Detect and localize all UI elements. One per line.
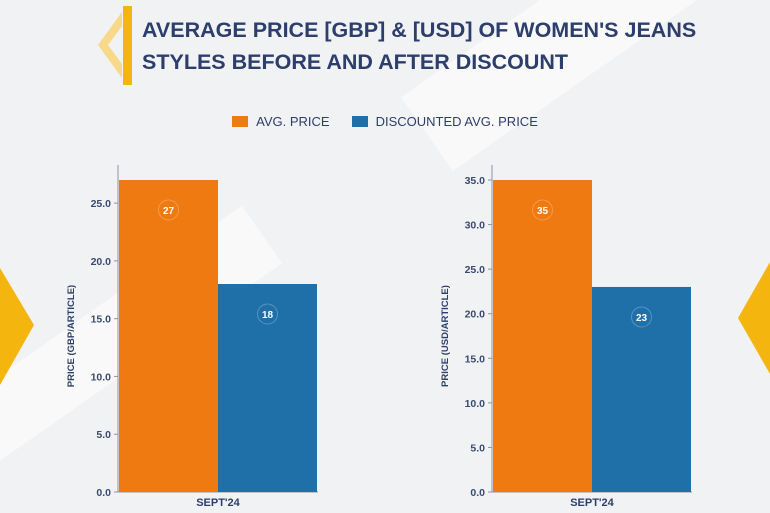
legend-item-avg-price: AVG. PRICE — [232, 114, 330, 129]
y-tick-label: 0.0 — [96, 487, 111, 499]
y-tick-label: 15.0 — [91, 314, 112, 326]
legend-label-avg-price: AVG. PRICE — [256, 114, 330, 129]
y-tick-label: 30.0 — [465, 220, 486, 232]
legend: AVG. PRICE DISCOUNTED AVG. PRICE — [0, 114, 770, 129]
x-category-label: SEPT'24 — [196, 497, 240, 509]
chart-title: AVERAGE PRICE [GBP] & [USD] OF WOMEN'S J… — [142, 18, 697, 74]
y-tick-label: 25.0 — [91, 198, 112, 210]
x-category-label: SEPT'24 — [570, 497, 614, 509]
data-label: 27 — [163, 206, 175, 217]
legend-label-discounted-price: DISCOUNTED AVG. PRICE — [375, 114, 538, 129]
data-label-badge — [631, 306, 652, 328]
title-accent-bar — [123, 6, 132, 85]
legend-swatch-discounted-price — [351, 116, 368, 127]
data-label-badge — [532, 199, 553, 221]
y-tick-label: 20.0 — [465, 309, 486, 321]
y-axis-title: PRICE (GBP/ARTICLE) — [66, 285, 77, 387]
chart-usd: 0.0 5.0 10.0 15.0 20.0 25.0 30.0 35.0 PRICE (USD… — [440, 165, 692, 509]
data-label: 23 — [636, 313, 648, 324]
left-arrow-decoration — [0, 268, 34, 385]
y-tick-label: 10.0 — [91, 371, 112, 383]
bar-avg-price — [119, 180, 218, 492]
y-tick-label: 5.0 — [96, 429, 111, 441]
data-label-badge — [158, 199, 179, 221]
legend-swatch-avg-price — [232, 116, 249, 127]
chart-gbp: 0.0 5.0 10.0 15.0 20.0 25.0 PRICE (GBP/ARTICLE… — [66, 165, 318, 509]
right-arrow-decoration — [738, 262, 770, 374]
title-chevron-icon — [98, 12, 122, 78]
y-tick-label: 5.0 — [470, 442, 485, 454]
y-tick-label: 25.0 — [465, 264, 486, 276]
y-tick-label: 10.0 — [465, 398, 486, 410]
y-tick-label: 0.0 — [470, 487, 485, 499]
y-tick-label: 15.0 — [465, 353, 486, 365]
data-label: 18 — [262, 310, 274, 321]
y-tick-label: 20.0 — [91, 256, 112, 268]
y-axis-title: PRICE (USD/ARTICLE) — [440, 285, 451, 387]
bar-avg-price — [493, 180, 592, 492]
y-tick-label: 35.0 — [465, 175, 486, 187]
data-label-badge — [257, 303, 278, 325]
data-label: 35 — [537, 206, 549, 217]
legend-item-discounted-price: DISCOUNTED AVG. PRICE — [351, 114, 538, 129]
